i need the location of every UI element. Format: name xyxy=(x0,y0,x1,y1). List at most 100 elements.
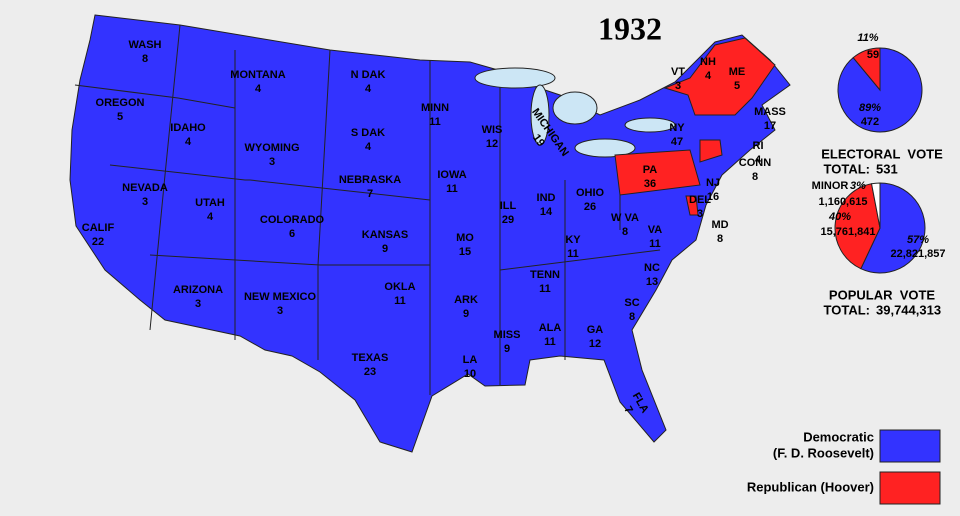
state-name: ILL xyxy=(500,200,517,212)
state-votes: 8 xyxy=(622,226,628,238)
pie-label: 40% xyxy=(828,211,851,223)
legend-label: (F. D. Roosevelt) xyxy=(773,445,874,460)
state-votes: 23 xyxy=(364,366,376,378)
state-name: TEXAS xyxy=(352,352,389,364)
pie-label: 59 xyxy=(867,49,879,61)
state-votes: 4 xyxy=(365,83,372,95)
state-votes: 47 xyxy=(671,136,683,148)
state-name: IOWA xyxy=(437,169,466,181)
state-votes: 11 xyxy=(429,116,441,128)
state-votes: 22 xyxy=(92,236,104,248)
state-name: ME xyxy=(729,66,746,78)
state-name: PA xyxy=(643,164,658,176)
state-votes: 17 xyxy=(764,120,776,132)
state-name: VA xyxy=(648,224,663,236)
state-votes: 5 xyxy=(117,111,123,123)
state-name: MINN xyxy=(421,102,449,114)
state-name: WYOMING xyxy=(245,142,300,154)
state-name: RI xyxy=(753,140,764,152)
state-name: W VA xyxy=(611,212,639,224)
state-votes: 15 xyxy=(459,246,471,258)
state-votes: 3 xyxy=(675,80,681,92)
state-name: NJ xyxy=(706,177,720,189)
total-prefix: TOTAL: xyxy=(824,302,870,317)
state-name: NEVADA xyxy=(122,182,168,194)
state-votes: 4 xyxy=(365,141,372,153)
total-value: 39,744,313 xyxy=(876,302,941,317)
state-name: OHIO xyxy=(576,187,605,199)
state-name: NEBRASKA xyxy=(339,174,401,186)
pie-label: MINOR xyxy=(812,180,849,192)
pie-label: 57% xyxy=(907,234,929,246)
state-votes: 4 xyxy=(185,136,192,148)
total-prefix: TOTAL: xyxy=(824,161,870,176)
total-value: 531 xyxy=(876,161,898,176)
state-name: WASH xyxy=(129,39,162,51)
state-name: TENN xyxy=(530,269,560,281)
state-name: NH xyxy=(700,56,716,68)
lakes xyxy=(474,67,676,158)
state-votes: 7 xyxy=(621,404,634,415)
state-name: S DAK xyxy=(351,127,385,139)
state-votes: 9 xyxy=(382,243,388,255)
state-name: WIS xyxy=(482,124,503,136)
state-name: MISS xyxy=(494,329,521,341)
state-votes: 11 xyxy=(567,248,579,260)
pie-label: 1,160,615 xyxy=(819,196,868,208)
state-votes: 3 xyxy=(277,305,283,317)
state-name: KY xyxy=(565,234,581,246)
state-name: MONTANA xyxy=(230,69,285,81)
state-votes: 8 xyxy=(752,171,758,183)
state-votes: 8 xyxy=(717,233,723,245)
state-name: MD xyxy=(711,219,728,231)
state-votes: 9 xyxy=(504,343,510,355)
map-title: 1932 xyxy=(598,10,662,46)
state-name: NC xyxy=(644,262,660,274)
pie-label: 11% xyxy=(857,32,878,44)
state-name: CALIF xyxy=(82,222,115,234)
state-votes: 11 xyxy=(649,238,661,250)
state-votes: 26 xyxy=(584,201,596,213)
state-name: CONN xyxy=(739,157,771,169)
pie-label: 472 xyxy=(861,116,879,128)
state-name: LA xyxy=(463,354,478,366)
state-name: NY xyxy=(669,122,685,134)
state-votes: 11 xyxy=(446,183,458,195)
state-votes: 8 xyxy=(629,311,635,323)
state-votes: 10 xyxy=(464,368,476,380)
state-name: MO xyxy=(456,232,474,244)
state-name: ALA xyxy=(539,322,562,334)
state-votes: 14 xyxy=(540,206,553,218)
vote-title: POPULAR VOTE xyxy=(829,287,936,302)
state-votes: 29 xyxy=(502,214,514,226)
state-name: MASS xyxy=(754,106,786,118)
pie-label: 22,821,857 xyxy=(890,248,945,260)
legend-label: Democratic xyxy=(803,429,874,444)
state-votes: 12 xyxy=(486,138,498,150)
state-votes: 16 xyxy=(707,191,719,203)
state-votes: 6 xyxy=(289,228,295,240)
pie-slice xyxy=(870,182,881,229)
state-votes: 8 xyxy=(142,53,148,65)
state-votes: 12 xyxy=(589,338,601,350)
state-name: DEL xyxy=(689,194,711,206)
state-votes: 11 xyxy=(544,336,556,348)
state-votes: 19 xyxy=(530,132,547,149)
state-name: VT xyxy=(671,66,685,78)
state-votes: 7 xyxy=(367,188,373,200)
legend-label: Republican (Hoover) xyxy=(747,479,874,494)
state-name: IDAHO xyxy=(170,122,206,134)
state-name: ARK xyxy=(454,294,478,306)
pie-slice xyxy=(852,47,881,92)
state-name: SC xyxy=(624,297,639,309)
state-name: COLORADO xyxy=(260,214,325,226)
legend-swatch xyxy=(879,429,941,463)
state-votes: 5 xyxy=(734,80,740,92)
state-votes: 3 xyxy=(269,156,275,168)
state-votes: 3 xyxy=(142,196,148,208)
pie-label: 3% xyxy=(850,180,866,192)
state-votes: 11 xyxy=(539,283,551,295)
state-votes: 11 xyxy=(394,295,406,307)
